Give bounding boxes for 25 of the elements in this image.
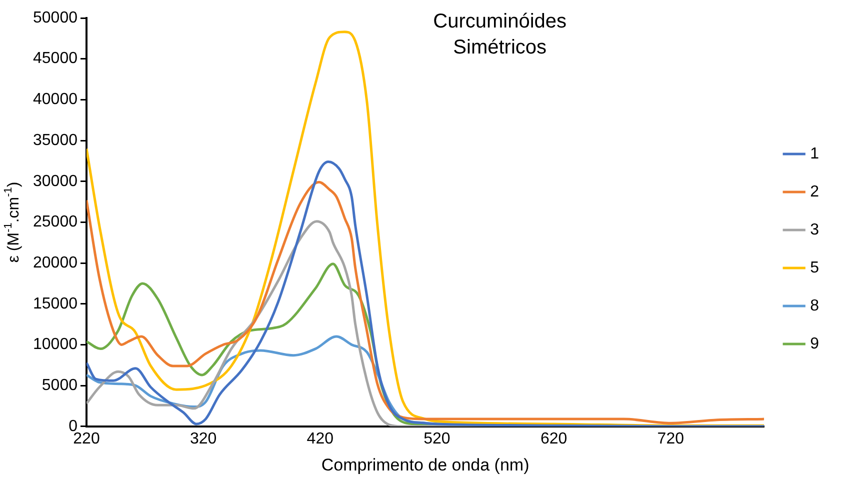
y-tick-label: 30000 <box>32 172 78 190</box>
y-tick-label: 15000 <box>32 295 78 312</box>
y-tick-label: 20000 <box>32 254 78 272</box>
chart-title: Curcuminóides Simétricos <box>433 10 567 59</box>
y-axis-title: ε (M-1.cm-1) <box>2 182 22 263</box>
y-tick-label: 10000 <box>32 336 78 354</box>
y-tick-label: 5000 <box>42 376 78 394</box>
legend-label: 3 <box>810 221 820 238</box>
y-tick-label: 50000 <box>32 9 78 26</box>
legend-label: 5 <box>810 259 820 276</box>
x-tick-label: 520 <box>424 430 450 448</box>
y-tick-label: 35000 <box>32 132 78 149</box>
legend-label: 9 <box>810 335 820 352</box>
legend-label: 1 <box>810 145 820 162</box>
y-tick-label: 40000 <box>32 91 78 108</box>
x-axis-title: Comprimento de onda (nm) <box>321 455 530 474</box>
y-tick-label: 45000 <box>32 50 78 68</box>
x-tick-label: 620 <box>540 430 568 448</box>
legend-label: 8 <box>810 297 820 314</box>
x-tick-label: 420 <box>306 430 334 448</box>
y-tick-label: 25000 <box>32 214 78 231</box>
x-tick-label: 220 <box>73 430 100 448</box>
legend-label: 2 <box>810 183 820 200</box>
x-tick-label: 720 <box>657 430 684 448</box>
x-tick-label: 320 <box>190 430 217 448</box>
